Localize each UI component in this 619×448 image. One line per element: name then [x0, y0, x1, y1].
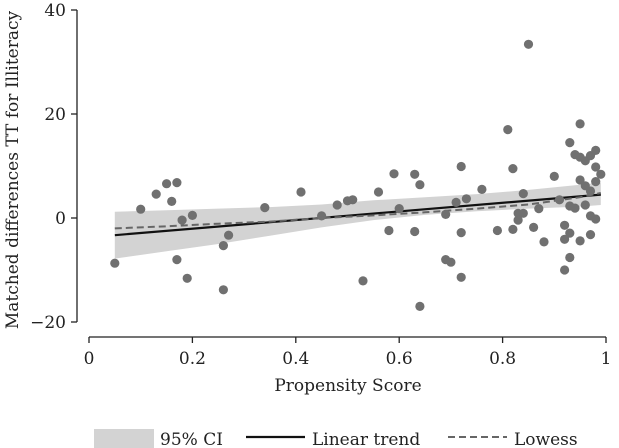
- data-point: [565, 138, 575, 148]
- data-point: [451, 197, 461, 207]
- legend-ci-swatch: [94, 429, 154, 448]
- data-point: [410, 226, 420, 237]
- data-point: [358, 276, 368, 286]
- data-point: [580, 200, 590, 210]
- data-point: [260, 203, 270, 213]
- legend: 95% CI Linear trend Lowess: [94, 429, 578, 448]
- data-point: [167, 196, 177, 206]
- data-point: [560, 220, 570, 230]
- data-point: [565, 252, 575, 263]
- data-point: [332, 200, 342, 210]
- data-point: [172, 178, 182, 188]
- linear-trend-line: [114, 193, 601, 237]
- x-axis-title: Propensity Score: [274, 376, 421, 396]
- data-point: [172, 255, 182, 265]
- data-point: [503, 125, 513, 135]
- data-point: [596, 169, 606, 179]
- data-point: [585, 230, 596, 240]
- data-point: [296, 187, 306, 197]
- x-tick-label: 0.2: [179, 349, 206, 369]
- x-tick-label: 0: [84, 349, 95, 369]
- data-point: [523, 39, 534, 49]
- data-point: [456, 228, 466, 238]
- data-point: [456, 272, 466, 282]
- data-point: [177, 215, 187, 225]
- x-tick-label: 1: [601, 349, 612, 369]
- y-tick-label: −20: [30, 313, 66, 333]
- data-point: [513, 215, 523, 225]
- plot-area: [110, 39, 606, 311]
- data-point: [518, 208, 528, 218]
- data-point: [415, 180, 425, 190]
- data-point: [508, 164, 518, 174]
- data-point: [394, 204, 404, 214]
- data-point: [389, 169, 399, 179]
- data-point: [136, 204, 146, 214]
- data-point: [591, 162, 601, 172]
- data-point: [410, 169, 420, 179]
- data-point: [477, 184, 487, 194]
- data-point: [591, 145, 601, 155]
- data-point: [591, 214, 601, 224]
- data-point: [560, 234, 570, 244]
- y-tick-label: 40: [44, 1, 66, 21]
- data-point: [585, 186, 596, 196]
- legend-linear-label: Linear trend: [312, 430, 420, 448]
- x-tick-label: 0.6: [386, 349, 413, 369]
- data-point: [218, 285, 228, 295]
- data-point: [461, 194, 471, 204]
- data-point: [508, 224, 518, 234]
- x-tick-label: 0.4: [282, 349, 309, 369]
- data-point: [187, 210, 197, 220]
- data-point: [534, 204, 544, 214]
- data-point: [549, 171, 559, 181]
- data-point: [348, 195, 358, 205]
- data-point: [492, 225, 502, 236]
- data-point: [565, 228, 575, 238]
- legend-lowess-label: Lowess: [514, 430, 578, 448]
- lowess-line: [114, 192, 601, 230]
- data-point: [415, 301, 425, 311]
- data-point: [560, 265, 570, 275]
- data-point: [529, 222, 539, 232]
- data-point: [224, 230, 234, 240]
- y-tick-label: 0: [55, 209, 66, 229]
- data-point: [182, 273, 192, 283]
- data-point: [591, 177, 601, 187]
- data-point: [373, 187, 384, 197]
- data-point: [441, 209, 451, 219]
- data-point: [575, 236, 585, 246]
- data-point: [554, 195, 565, 205]
- data-point: [384, 225, 394, 236]
- x-tick-label: 0.8: [489, 349, 516, 369]
- legend-ci-label: 95% CI: [160, 430, 223, 448]
- data-point: [218, 241, 228, 251]
- data-point: [151, 189, 161, 199]
- data-point: [570, 203, 580, 213]
- data-point: [518, 189, 528, 199]
- data-point: [317, 211, 327, 221]
- y-tick-label: 20: [44, 105, 66, 125]
- y-axis-title: Matched differences TT for Illiteracy: [3, 10, 23, 329]
- data-point: [162, 179, 172, 189]
- data-point: [110, 258, 120, 268]
- ci-band: [114, 182, 601, 259]
- data-point: [446, 257, 456, 267]
- axes: −20 0 20 40 0 0.2 0.4 0.6 0.8 1: [30, 1, 611, 369]
- data-point: [456, 161, 466, 172]
- data-point: [539, 237, 549, 247]
- data-point: [575, 119, 585, 129]
